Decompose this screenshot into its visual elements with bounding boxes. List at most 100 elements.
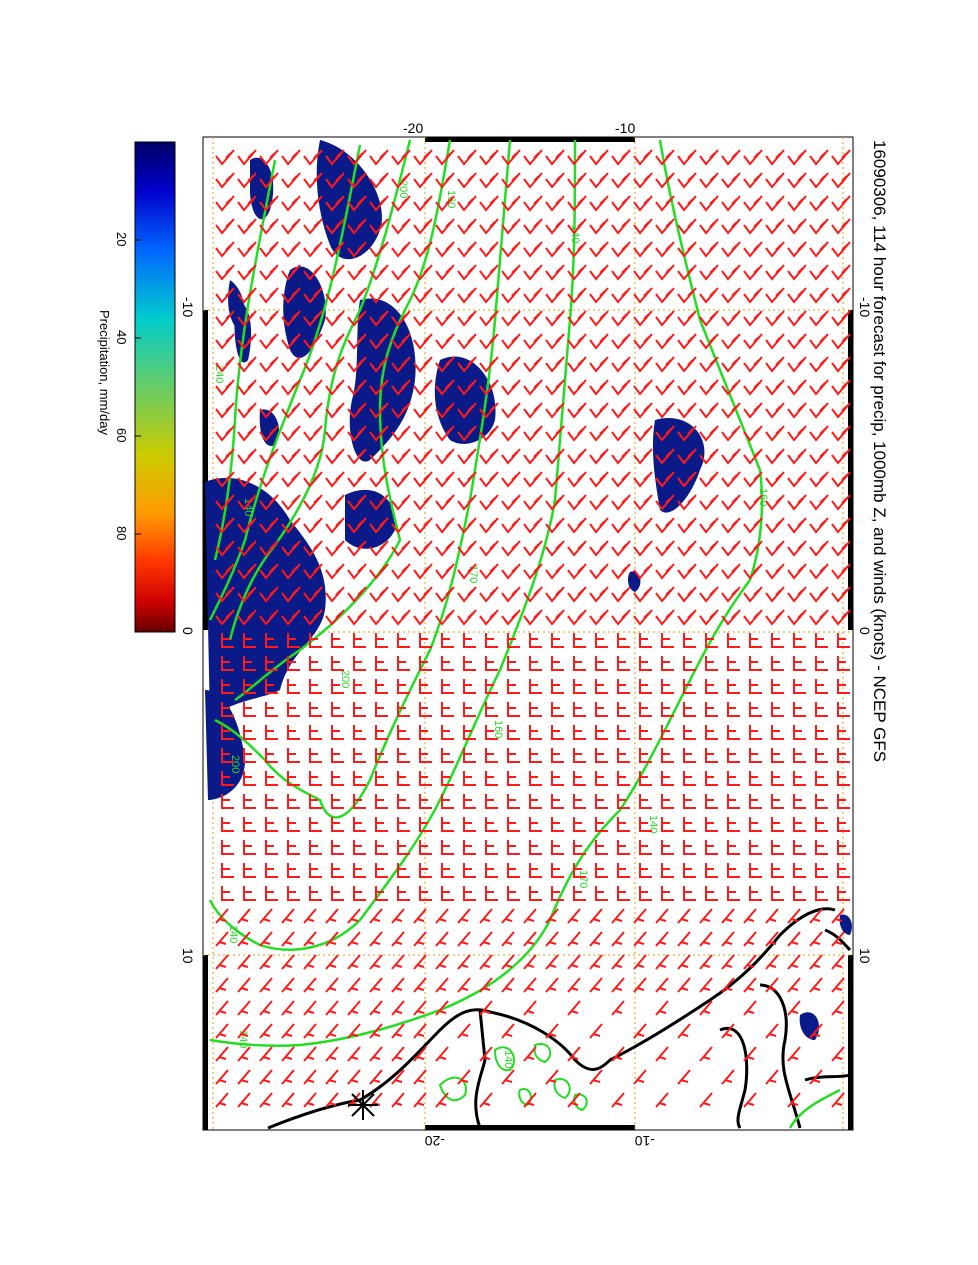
wind-barb: [331, 633, 344, 648]
wind-barb: [639, 725, 652, 740]
wind-barb: [699, 1000, 713, 1016]
wind-barb: [413, 517, 433, 534]
wind-barb: [771, 840, 784, 855]
wind-barb: [809, 540, 829, 557]
wind-barb: [309, 725, 322, 740]
wind-barb: [485, 702, 498, 717]
wind-barb: [325, 908, 339, 924]
wind-barb: [435, 1092, 449, 1108]
wind-barb: [721, 931, 735, 947]
wind-barb: [831, 1092, 845, 1108]
wind-barb: [809, 494, 829, 511]
wind-barb: [507, 679, 520, 694]
wind-barb: [457, 195, 477, 212]
wind-barb: [259, 1092, 273, 1108]
wind-barb: [441, 702, 454, 717]
wind-barb: [699, 425, 719, 442]
wind-barb: [655, 977, 669, 993]
wind-barb: [595, 656, 608, 671]
wind-barb: [705, 771, 718, 786]
wind-barb: [683, 886, 696, 901]
wind-barb: [237, 540, 257, 557]
wind-barb: [457, 425, 477, 442]
wind-barb: [369, 149, 389, 166]
wind-barb: [523, 908, 537, 924]
wind-barb: [595, 702, 608, 717]
wind-barb: [727, 656, 740, 671]
wind-barb: [501, 471, 521, 488]
wind-barb: [463, 748, 476, 763]
wind-barb: [551, 656, 564, 671]
wind-barb: [325, 287, 345, 304]
wind-barb: [287, 886, 300, 901]
wind-barb: [479, 379, 499, 396]
wind-barb: [661, 886, 674, 901]
wind-barb: [523, 379, 543, 396]
wind-barb: [413, 540, 433, 557]
wind-barb: [837, 863, 850, 878]
wind-barb: [265, 725, 278, 740]
wind-barb: [633, 310, 653, 327]
wind-barb: [749, 633, 762, 648]
wind-barb: [661, 633, 674, 648]
wind-barb: [639, 702, 652, 717]
wind-barb: [479, 448, 499, 465]
wind-barb: [677, 218, 697, 235]
wind-barb: [221, 886, 234, 901]
wind-barb: [347, 310, 367, 327]
wind-barb: [765, 241, 785, 258]
wind-barb: [633, 517, 653, 534]
wind-barb: [749, 679, 762, 694]
wind-barb: [347, 425, 367, 442]
wind-barb: [787, 563, 807, 580]
wind-barb: [215, 195, 235, 212]
wind-barb: [721, 425, 741, 442]
wind-barb: [441, 886, 454, 901]
wind-barb: [435, 195, 455, 212]
wind-barb: [545, 1069, 559, 1085]
wind-barb: [699, 402, 719, 419]
wind-barb: [391, 1069, 405, 1085]
wind-barb: [771, 771, 784, 786]
wind-barb: [611, 425, 631, 442]
wind-barb: [793, 679, 806, 694]
wind-barb: [743, 517, 763, 534]
wind-barb: [765, 540, 785, 557]
wind-barb: [551, 771, 564, 786]
wind-barb: [655, 149, 675, 166]
wind-barb: [567, 471, 587, 488]
wind-barb: [413, 977, 427, 993]
wind-barb: [831, 264, 851, 281]
contour-label: 140: [647, 815, 659, 833]
wind-barb: [457, 264, 477, 281]
wind-barb: [721, 1023, 735, 1039]
wind-barb: [215, 908, 229, 924]
wind-barb: [287, 794, 300, 809]
wind-barb: [369, 241, 389, 258]
wind-barb: [259, 1046, 273, 1062]
wind-barb: [419, 748, 432, 763]
wind-barb: [215, 471, 235, 488]
wind-barb: [397, 840, 410, 855]
wind-barb: [655, 218, 675, 235]
wind-barb: [463, 725, 476, 740]
wind-barb: [809, 1023, 823, 1039]
wind-barb: [457, 356, 477, 373]
wind-barb: [325, 1023, 339, 1039]
wind-barb: [221, 748, 234, 763]
wind-barb: [303, 563, 323, 580]
wind-barb: [743, 218, 763, 235]
wind-barb: [573, 725, 586, 740]
wind-barb: [677, 172, 697, 189]
wind-barb: [303, 448, 323, 465]
right-tick-3: 10: [857, 948, 873, 964]
wind-barb: [567, 954, 581, 970]
wind-barb: [831, 471, 851, 488]
wind-barb: [765, 977, 779, 993]
wind-barb: [617, 633, 630, 648]
wind-barb: [699, 931, 713, 947]
wind-barb: [661, 794, 674, 809]
wind-barb: [457, 218, 477, 235]
wind-barb: [655, 448, 675, 465]
wind-barb: [391, 264, 411, 281]
